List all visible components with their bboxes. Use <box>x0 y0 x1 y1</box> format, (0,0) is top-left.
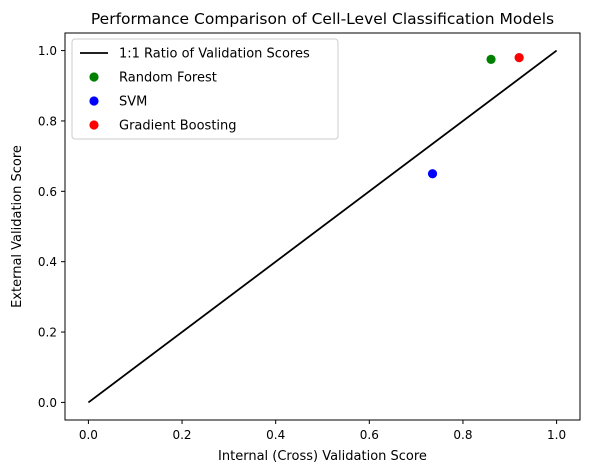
y-tick-label: 0.4 <box>38 255 57 269</box>
legend-dot-marker <box>89 72 99 82</box>
y-tick-label: 1.0 <box>38 44 57 58</box>
axes-frame <box>64 32 581 421</box>
x-tick-label: 0.0 <box>79 428 98 442</box>
legend-label: 1:1 Ratio of Validation Scores <box>119 47 310 62</box>
data-point-random-forest <box>486 54 496 64</box>
legend-label: SVM <box>119 95 147 110</box>
reference-line <box>87 49 558 404</box>
y-tick-label: 0.6 <box>38 185 57 199</box>
data-point-gradient-boosting <box>514 53 524 63</box>
y-axis-label: External Validation Score <box>10 145 25 308</box>
plot-area: 0.0 0.2 0.4 0.6 0.8 1.0 0.0 0.2 0.4 0.6 0.8 1.0 <box>38 32 581 442</box>
legend-box <box>71 38 339 140</box>
data-point-svm <box>427 169 438 179</box>
y-tick-label: 0.8 <box>38 114 57 128</box>
legend-label: Random Forest <box>119 71 217 86</box>
x-tick-label: 0.2 <box>172 428 191 442</box>
legend-dot-marker <box>89 120 99 130</box>
legend-dot-marker <box>89 96 99 106</box>
legend-label: Gradient Boosting <box>119 119 237 134</box>
x-axis-label: Internal (Cross) Validation Score <box>218 449 427 464</box>
chart-title: Performance Comparison of Cell-Level Cla… <box>91 10 554 28</box>
x-tick-label: 0.8 <box>453 428 472 442</box>
x-tick-label: 0.4 <box>266 428 285 442</box>
y-tick-label: 0.2 <box>38 326 57 340</box>
legend: 1:1 Ratio of Validation Scores Random For… <box>71 38 339 140</box>
x-tick-label: 1.0 <box>547 428 566 442</box>
x-tick-label: 0.6 <box>360 428 379 442</box>
y-tick-label: 0.0 <box>38 396 57 410</box>
